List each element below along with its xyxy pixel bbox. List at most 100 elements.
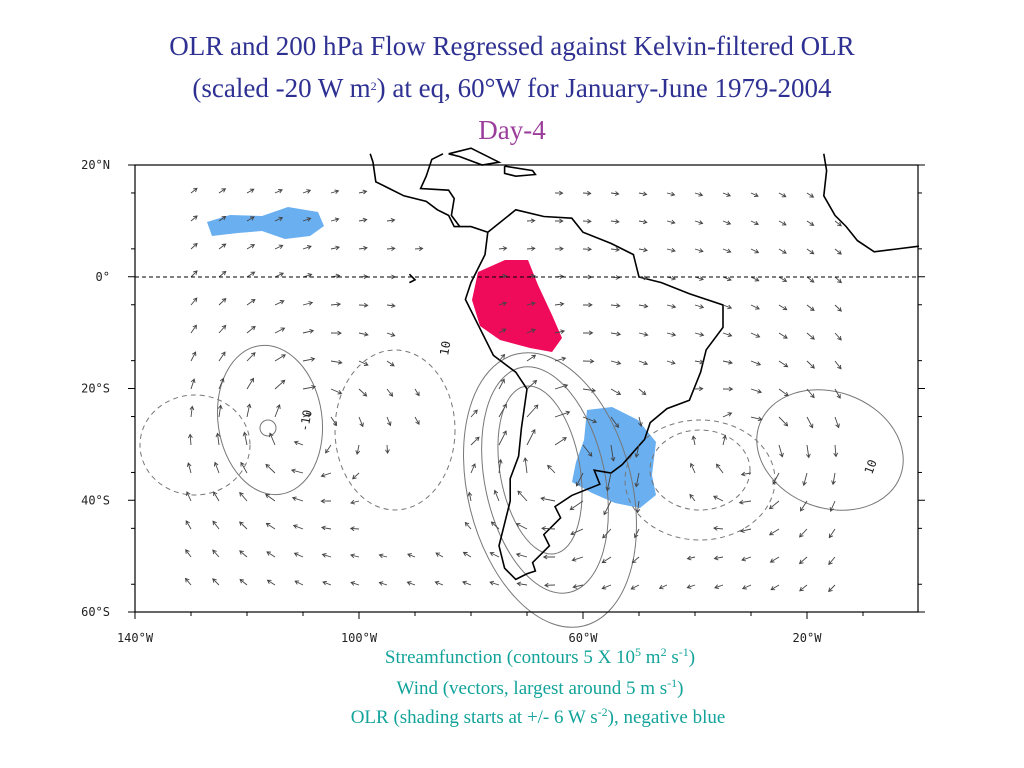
lat-label: 0° (96, 270, 110, 284)
contour (756, 389, 904, 511)
wind-vector (610, 247, 620, 252)
wind-vector (634, 472, 640, 488)
wind-vector (497, 458, 503, 474)
wind-vector (544, 582, 556, 588)
wind-vector (638, 247, 648, 253)
wind-vector (570, 528, 584, 536)
wind-vector (638, 388, 647, 396)
wind-vector (575, 472, 584, 487)
wind-vector (582, 387, 597, 393)
wind-vector (470, 436, 480, 446)
text: ) (677, 678, 684, 699)
wind-vector (666, 219, 676, 225)
wind-vector (434, 580, 444, 586)
contour (259, 419, 277, 437)
wind-vector (526, 328, 536, 334)
wind-vector (806, 304, 815, 312)
wind-vector (722, 276, 732, 282)
wind-vector (778, 192, 787, 198)
wind-vector (722, 220, 732, 225)
wind-vector (805, 444, 811, 459)
wind-vector (274, 300, 285, 306)
wind-vector (582, 218, 592, 224)
wind-vector (274, 404, 281, 418)
wind-vector (694, 304, 705, 309)
wind-vector (666, 303, 677, 309)
wind-vector (722, 412, 733, 418)
contour (463, 352, 637, 628)
wind-vector (713, 555, 724, 561)
wind-vector (246, 271, 256, 278)
wind-vector (515, 522, 528, 530)
wind-vector (190, 215, 198, 222)
wind-vector (239, 578, 248, 586)
caption-line-3: OLR (shading starts at +/- 6 W s-2), neg… (0, 706, 1024, 730)
wind-vector (666, 360, 676, 365)
lat-label: 20°N (81, 158, 110, 172)
wind-vector (274, 244, 284, 250)
wind-vector (582, 358, 595, 364)
wind-vector (834, 220, 842, 227)
wind-vector (694, 332, 705, 337)
wind-vector (490, 521, 500, 530)
wind-vector (634, 528, 640, 539)
wind-vector (638, 303, 649, 309)
wind-vector (274, 188, 283, 194)
wind-vector (517, 490, 528, 502)
wind-vector (266, 551, 276, 558)
wind-vector (582, 302, 593, 308)
text: ) (688, 647, 696, 668)
wind-vector (470, 463, 476, 474)
wind-vector (386, 360, 395, 367)
wind-vector (320, 472, 332, 478)
lon-label: 100°W (341, 631, 378, 645)
wind-vector (694, 220, 704, 225)
wind-vector (778, 276, 788, 282)
wind-vector (358, 360, 369, 366)
wind-vector (714, 584, 724, 589)
wind-vector (582, 246, 593, 252)
wind-vector (218, 351, 226, 362)
wind-vector (470, 409, 478, 418)
lat-label: 20°S (81, 382, 110, 396)
wind-vector (358, 416, 364, 428)
wind-vector (778, 304, 788, 311)
wind-vector (686, 584, 696, 589)
wind-vector (407, 553, 416, 558)
wind-vector (689, 462, 696, 474)
wind-vector (489, 580, 500, 586)
wind-vector (349, 526, 360, 532)
wind-vector (330, 189, 340, 195)
wind-vector (265, 463, 276, 474)
wind-vector (750, 248, 760, 254)
wind-vector (190, 324, 197, 334)
wind-vector (666, 332, 677, 337)
wind-vector (330, 416, 338, 427)
wind-vector (246, 298, 256, 306)
wind-vector (833, 444, 839, 458)
wind-vectors (184, 187, 842, 593)
wind-vector (831, 472, 836, 486)
wind-vector (740, 471, 752, 477)
wind-vector (834, 332, 842, 341)
text: ) at eq, 60°W for January-June 1979-2004 (376, 73, 832, 103)
wind-vector (350, 581, 360, 586)
wind-vector (330, 217, 340, 223)
lon-label: 60°W (569, 631, 599, 645)
wind-vector (330, 245, 340, 251)
wind-vector (750, 416, 763, 422)
wind-vector (406, 581, 416, 586)
caption-line-1: Streamfunction (contours 5 X 105 m2 s-1) (0, 646, 1024, 670)
wind-vector (516, 581, 528, 587)
wind-vector (739, 528, 752, 533)
lat-label: 40°S (81, 493, 110, 507)
wind-vector (686, 555, 696, 561)
coastline (822, 153, 920, 253)
wind-vector (185, 520, 192, 530)
wind-vector (778, 416, 789, 427)
negative-olr (207, 207, 324, 239)
wind-vector (554, 329, 566, 335)
wind-vector (750, 332, 761, 338)
contour (334, 349, 456, 511)
